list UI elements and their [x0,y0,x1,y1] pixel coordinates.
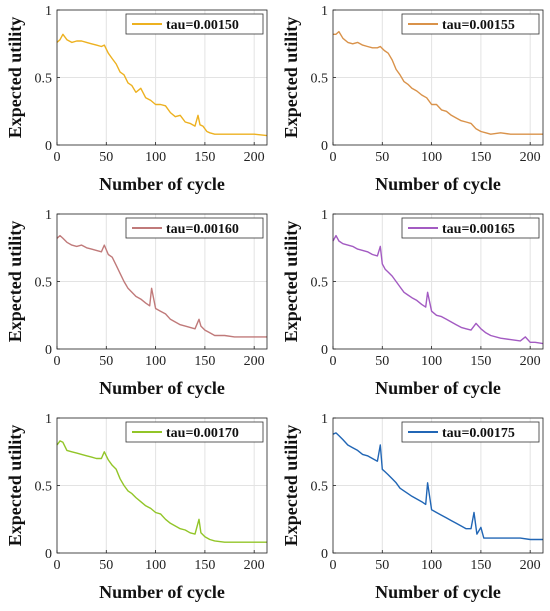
x-tick-label: 150 [470,558,491,573]
y-axis-label: Expected utility [281,17,301,139]
series-line-1 [56,33,268,137]
y-tick-label: 0 [45,343,52,358]
y-tick-label: 1 [45,412,52,427]
y-tick-label: 0 [321,343,328,358]
x-tick-label: 100 [421,354,442,369]
y-tick-label: 0 [45,547,52,562]
legend: tau=0.00170 [125,421,264,443]
legend: tau=0.00175 [401,421,540,443]
legend-box [125,421,264,443]
legend-box [125,217,264,239]
legend-label: tau=0.00165 [442,222,515,237]
x-tick-label: 100 [421,150,442,165]
legend-box [401,421,540,443]
panel-3: 0 50 100 150 200 0 0.5 1 Number of cycle Expected… [5,208,268,398]
x-axis-label: Number of cycle [99,582,225,602]
y-axis-label: Expected utility [281,425,301,547]
panel-4: 0 50 100 150 200 0 0.5 1 Number of cycle Expected… [281,208,544,398]
x-tick-label: 0 [330,150,337,165]
x-axis-label: Number of cycle [375,582,501,602]
legend-box [401,13,540,35]
x-tick-label: 200 [244,150,265,165]
y-tick-label: 0.5 [35,480,53,495]
x-tick-label: 200 [520,354,541,369]
x-tick-label: 50 [99,150,113,165]
y-tick-label: 0.5 [35,276,53,291]
y-tick-label: 1 [321,4,328,19]
y-tick-label: 0.5 [35,72,53,87]
x-tick-label: 0 [54,558,61,573]
series-line-6 [332,432,543,541]
y-tick-label: 1 [45,4,52,19]
series-line-5 [56,440,267,543]
legend-label: tau=0.00160 [166,222,239,237]
legend: tau=0.00165 [401,217,540,239]
x-axis-label: Number of cycle [375,378,501,398]
y-axis-label: Expected utility [5,221,25,343]
x-tick-label: 200 [520,150,541,165]
y-tick-label: 0.5 [311,72,329,87]
x-tick-label: 50 [99,558,113,573]
y-tick-label: 0.5 [311,480,329,495]
y-axis-label: Expected utility [5,425,25,547]
x-tick-label: 50 [375,558,389,573]
panel-1: 0 50 100 150 200 0 0.5 1 Number of cycle Expected… [5,4,268,194]
y-tick-label: 1 [321,208,328,223]
legend-label: tau=0.00170 [166,426,239,441]
x-tick-label: 0 [330,354,337,369]
panel-5: 0 50 100 150 200 0 0.5 1 Number of cycle Expected… [5,412,268,602]
y-tick-label: 0.5 [311,276,329,291]
legend-label: tau=0.00155 [442,18,515,33]
x-tick-label: 100 [145,150,166,165]
y-tick-label: 1 [321,412,328,427]
legend-label: tau=0.00150 [166,18,239,33]
x-tick-label: 0 [330,558,337,573]
x-tick-label: 150 [470,354,491,369]
x-tick-label: 50 [375,354,389,369]
x-tick-label: 150 [194,558,215,573]
x-axis-label: Number of cycle [99,378,225,398]
y-axis-label: Expected utility [281,221,301,343]
series-line-2 [333,30,543,135]
x-axis-label: Number of cycle [375,174,501,194]
x-tick-label: 150 [470,150,491,165]
series-line-3 [56,234,267,338]
y-tick-label: 0 [45,139,52,154]
y-tick-label: 0 [321,547,328,562]
legend: tau=0.00155 [401,13,540,35]
legend-label: tau=0.00175 [442,426,515,441]
legend: tau=0.00150 [125,13,264,35]
panel-2: 0 50 100 150 200 0 0.5 1 Number of cycle Expected… [281,4,544,194]
x-tick-label: 0 [54,354,61,369]
legend-box [401,217,540,239]
panel-6: 0 50 100 150 200 0 0.5 1 Number of cycle Expected… [281,412,544,602]
x-tick-label: 200 [244,354,265,369]
series-line-4 [332,234,544,345]
x-tick-label: 100 [145,558,166,573]
legend-box [125,13,264,35]
x-axis-label: Number of cycle [99,174,225,194]
x-tick-label: 100 [145,354,166,369]
y-tick-label: 0 [321,139,328,154]
y-tick-label: 1 [45,208,52,223]
x-tick-label: 200 [520,558,541,573]
x-tick-label: 100 [421,558,442,573]
x-tick-label: 50 [99,354,113,369]
legend: tau=0.00160 [125,217,264,239]
x-tick-label: 50 [375,150,389,165]
y-axis-label: Expected utility [5,17,25,139]
x-tick-label: 200 [244,558,265,573]
x-tick-label: 150 [194,354,215,369]
x-tick-label: 150 [194,150,215,165]
x-tick-label: 0 [54,150,61,165]
